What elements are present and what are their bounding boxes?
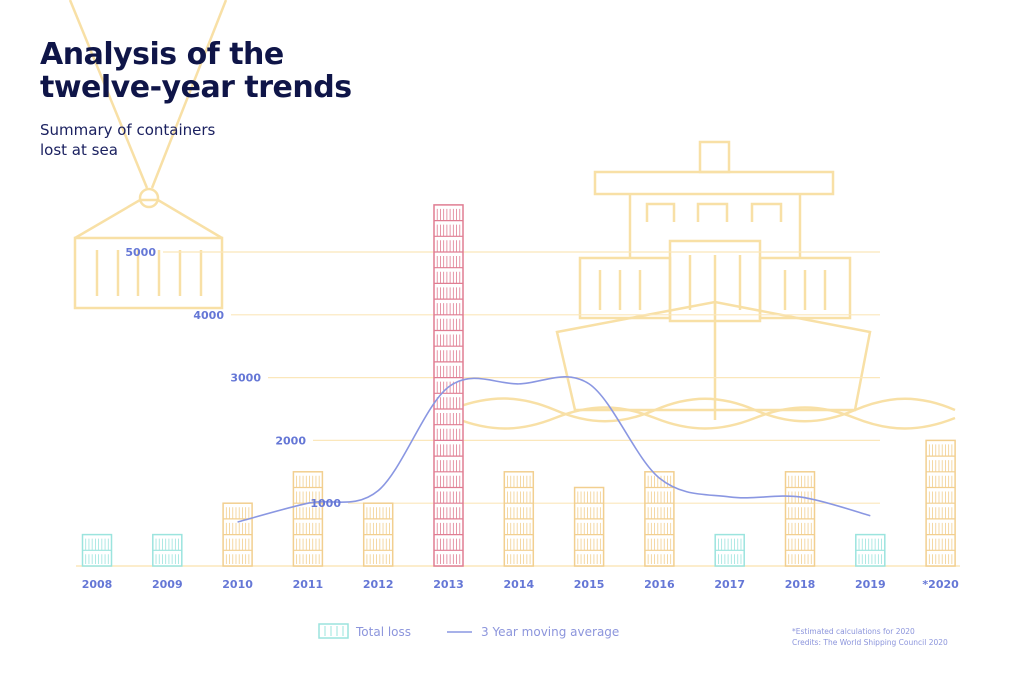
- bar-2011: [292, 471, 324, 567]
- x-tick-label: 2014: [503, 578, 534, 591]
- x-tick-label: 2010: [222, 578, 253, 591]
- x-tick-label: 2015: [574, 578, 605, 591]
- chart-title: Analysis of the twelve-year trends: [40, 38, 352, 104]
- title-line-1: Analysis of the: [40, 37, 284, 72]
- bar-2016: [644, 471, 675, 567]
- subtitle-line-1: Summary of containers: [40, 121, 216, 139]
- legend-label-moving-average: 3 Year moving average: [481, 625, 619, 639]
- x-tick-label: 2009: [152, 578, 183, 591]
- y-tick-label: 5000: [125, 246, 156, 259]
- title-line-2: twelve-year trends: [40, 70, 352, 105]
- x-tick-label: 2017: [714, 578, 745, 591]
- ship-illustration: [454, 140, 956, 430]
- x-tick-label: 2019: [855, 578, 886, 591]
- y-tick-label: 4000: [193, 309, 224, 322]
- legend: Total loss 3 Year moving average: [318, 623, 619, 639]
- footnote: *Estimated calculations for 2020 Credits…: [792, 626, 948, 648]
- x-tick-label: 2012: [363, 578, 394, 591]
- bar-2008: [81, 533, 113, 567]
- bar-2015: [573, 486, 605, 567]
- x-tick-label: 2013: [433, 578, 464, 591]
- footnote-estimate: *Estimated calculations for 2020: [792, 627, 915, 636]
- x-tick-label: 2011: [293, 578, 324, 591]
- bar-2010: [222, 502, 253, 567]
- moving-average-line: [237, 375, 871, 523]
- legend-swatch-total-loss: [318, 623, 349, 639]
- bar-2013: [433, 204, 464, 567]
- y-tick-label: 3000: [230, 372, 261, 385]
- bar-2012: [362, 502, 394, 567]
- x-tick-label: *2020: [922, 578, 959, 591]
- subtitle-line-2: lost at sea: [40, 141, 118, 159]
- bar-2009: [152, 533, 183, 567]
- x-tick-label: 2018: [785, 578, 816, 591]
- bar-2017: [714, 533, 745, 567]
- legend-label-total-loss: Total loss: [355, 625, 411, 639]
- y-tick-label: 1000: [310, 497, 341, 510]
- chart-subtitle: Summary of containers lost at sea: [40, 120, 215, 160]
- x-tick-label: 2016: [644, 578, 675, 591]
- bar-2019: [855, 533, 886, 567]
- x-tick-label: 2008: [82, 578, 113, 591]
- bar-2020: [925, 439, 956, 567]
- bar-2014: [503, 471, 535, 567]
- y-tick-label: 2000: [275, 434, 306, 447]
- bar-2018: [784, 471, 816, 567]
- hanging-container-illustration: [68, 0, 228, 310]
- footnote-credits: Credits: The World Shipping Council 2020: [792, 638, 948, 647]
